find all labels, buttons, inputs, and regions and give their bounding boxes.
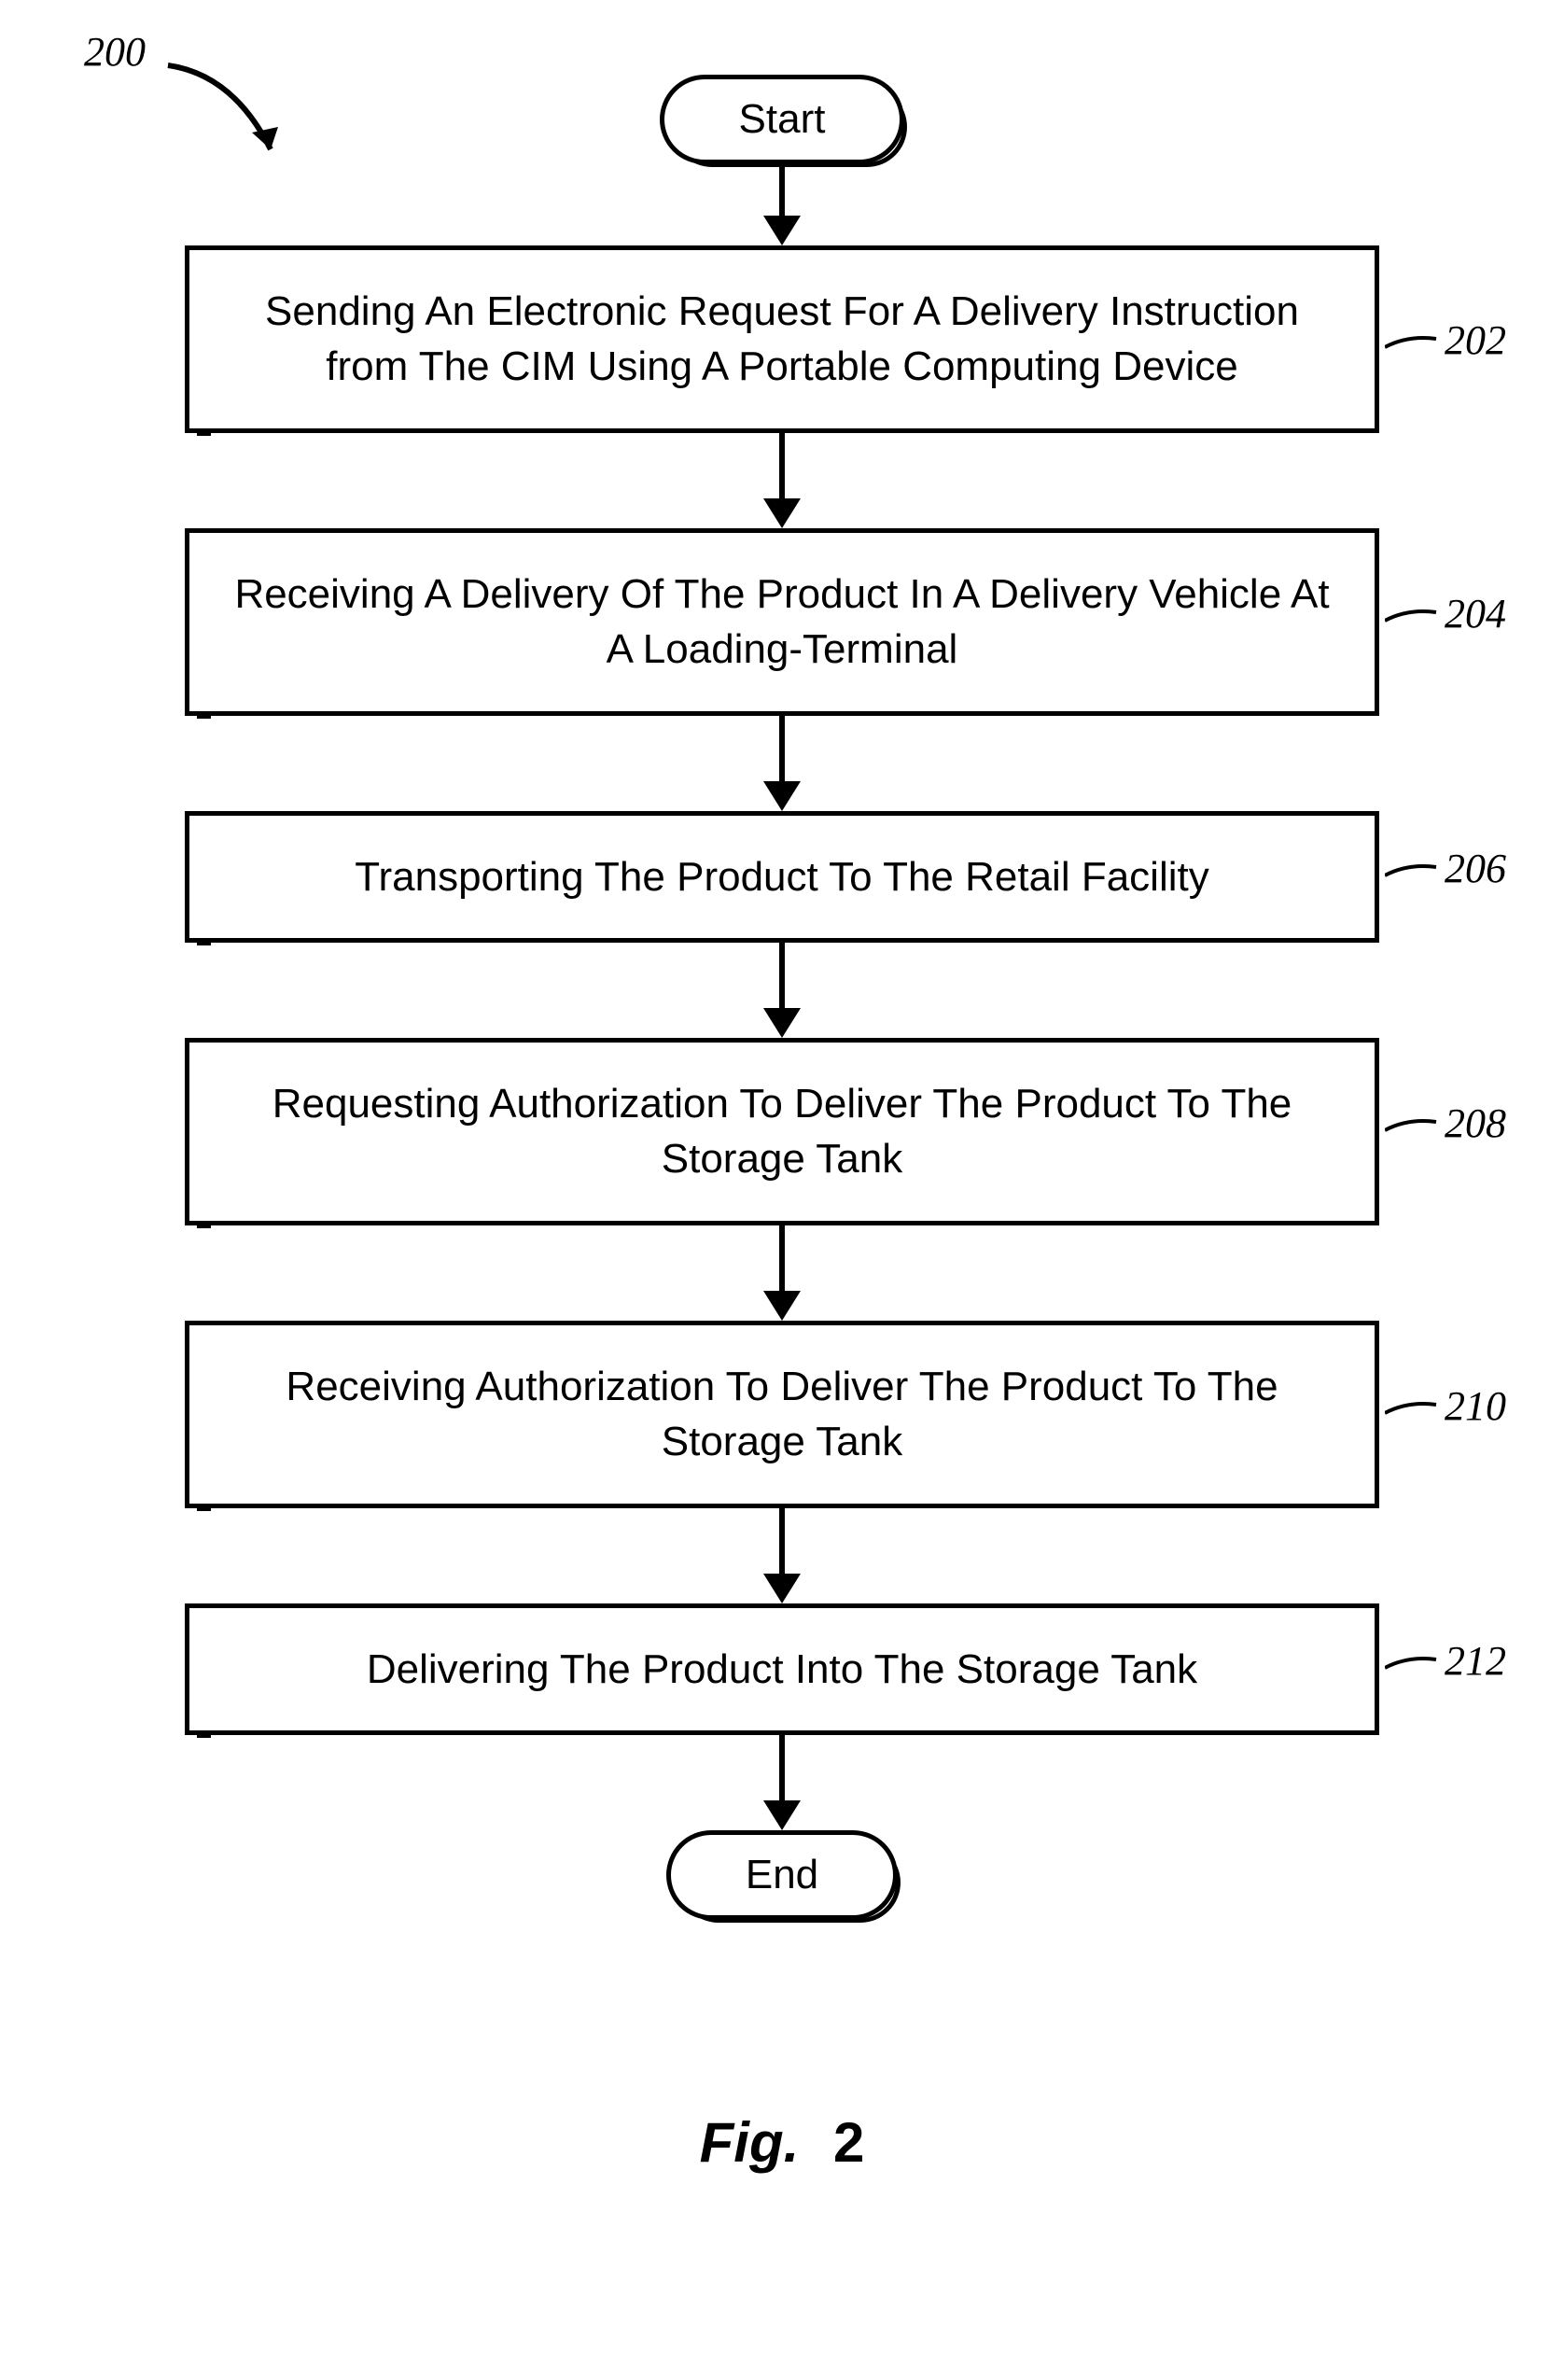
arrow	[763, 433, 801, 528]
step-ref-label: 210	[1445, 1382, 1506, 1430]
steps-container: Sending An Electronic Request For A Deli…	[185, 245, 1379, 1830]
process-step: Receiving Authorization To Deliver The P…	[185, 1321, 1379, 1508]
figure-caption: Fig. 2	[700, 2110, 865, 2175]
flowchart-container: Start Sending An Electronic Request For …	[185, 75, 1379, 1920]
arrow	[763, 943, 801, 1038]
step-ref-label: 206	[1445, 845, 1506, 892]
terminator-start: Start	[660, 75, 905, 164]
step-ref-label: 212	[1445, 1637, 1506, 1685]
step-ref-label: 208	[1445, 1099, 1506, 1147]
arrow	[763, 1508, 801, 1603]
step-ref-tick	[1385, 1654, 1441, 1687]
step-ref-label: 202	[1445, 316, 1506, 364]
process-step: Sending An Electronic Request For A Deli…	[185, 245, 1379, 433]
process-step-text: Transporting The Product To The Retail F…	[355, 849, 1208, 904]
process-step-text: Delivering The Product Into The Storage …	[367, 1642, 1197, 1697]
process-step-text: Sending An Electronic Request For A Deli…	[227, 284, 1337, 395]
figure-ref-label: 200	[84, 28, 146, 76]
step-ref-tick	[1385, 1116, 1441, 1149]
step-ref-tick	[1385, 333, 1441, 366]
step-ref-tick	[1385, 1399, 1441, 1432]
step-ref-tick	[1385, 607, 1441, 639]
step-ref-label: 204	[1445, 590, 1506, 637]
arrow	[763, 1225, 801, 1321]
step-ref-tick	[1385, 861, 1441, 894]
process-step-text: Requesting Authorization To Deliver The …	[227, 1076, 1337, 1187]
process-step: Requesting Authorization To Deliver The …	[185, 1038, 1379, 1225]
terminator-end-label: End	[746, 1852, 818, 1897]
terminator-start-label: Start	[739, 96, 826, 142]
process-step-text: Receiving A Delivery Of The Product In A…	[227, 567, 1337, 678]
figure-caption-prefix: Fig.	[700, 2111, 800, 2174]
terminator-end: End	[666, 1830, 898, 1920]
process-step-text: Receiving Authorization To Deliver The P…	[227, 1359, 1337, 1470]
arrow	[763, 164, 801, 245]
figure-caption-number: 2	[833, 2111, 864, 2174]
process-step: Delivering The Product Into The Storage …	[185, 1603, 1379, 1735]
process-step: Transporting The Product To The Retail F…	[185, 811, 1379, 943]
process-step: Receiving A Delivery Of The Product In A…	[185, 528, 1379, 716]
arrow	[763, 1735, 801, 1830]
arrow	[763, 716, 801, 811]
